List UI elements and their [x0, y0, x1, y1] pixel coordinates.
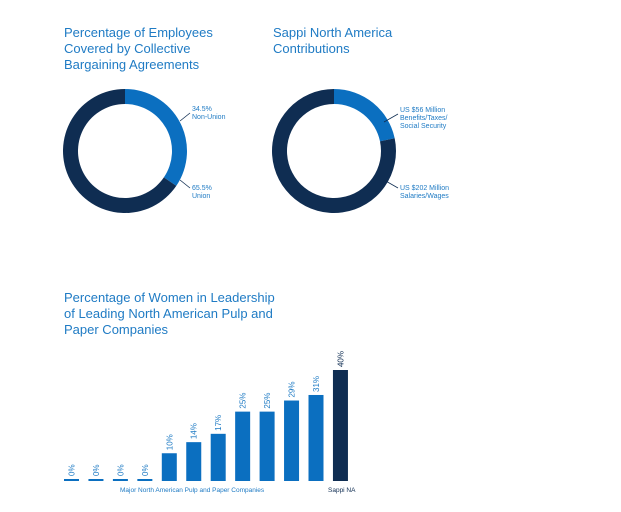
bar-0: [64, 479, 79, 481]
bar-10: [308, 394, 324, 481]
bar-value-label-5: 14%: [190, 423, 199, 439]
bar-8: [259, 411, 275, 481]
bar-value-label-8: 25%: [263, 393, 272, 409]
bar-value-label-10: 31%: [312, 376, 321, 392]
bar-value-label-0: 0%: [68, 464, 77, 476]
contributions-chart-title: Sappi North America Contributions: [273, 25, 393, 56]
bar-group-label-sappi: Sappi NA: [328, 487, 356, 494]
bar-11: [332, 370, 348, 481]
bar-4: [161, 453, 177, 481]
donut-1-label-value-1: US $202 Million: [400, 185, 449, 192]
bar-6: [210, 433, 226, 481]
bar-value-label-11: 40%: [336, 351, 345, 367]
bargaining-chart-title: Percentage of Employees Covered by Colle…: [64, 25, 213, 72]
donut-0-leader-0: [179, 112, 191, 122]
donut-0-label-value-0: 34.5%: [192, 106, 212, 113]
bar-value-label-7: 25%: [239, 393, 248, 409]
donut-0-label-name-1: Union: [192, 193, 210, 200]
bar-value-label-2: 0%: [116, 464, 125, 476]
bar-1: [88, 479, 104, 481]
donut-0-slice-0: [125, 89, 187, 186]
bar-7: [235, 411, 251, 481]
bar-5: [186, 442, 202, 481]
bar-9: [284, 400, 300, 481]
bar-group-label-companies: Major North American Pulp and Paper Comp…: [120, 487, 265, 494]
donut-1-label-name-1: Salaries/Wages: [400, 193, 449, 200]
donut-0-label-name-0: Non-Union: [192, 114, 226, 121]
donut-1-leader-1: [383, 179, 399, 189]
bar-value-label-9: 29%: [288, 382, 297, 398]
bar-value-label-4: 10%: [165, 434, 174, 450]
donut-0-leader-1: [179, 179, 191, 189]
women-leadership-chart-title: Percentage of Women in Leadership of Lea…: [64, 290, 275, 337]
bar-2: [112, 479, 128, 481]
bar-value-label-6: 17%: [214, 415, 223, 431]
bar-value-label-3: 0%: [141, 464, 150, 476]
donut-1-slice-0: [334, 89, 395, 142]
donut-0-label-value-1: 65.5%: [192, 185, 212, 192]
donut-1-label-value-0: US $56 Million: [400, 107, 445, 114]
donut-1-label-name-0: Benefits/Taxes/Social Security: [400, 115, 448, 130]
donut-1-leader-0: [383, 113, 399, 123]
bar-3: [137, 479, 153, 481]
bar-value-label-1: 0%: [92, 464, 101, 476]
